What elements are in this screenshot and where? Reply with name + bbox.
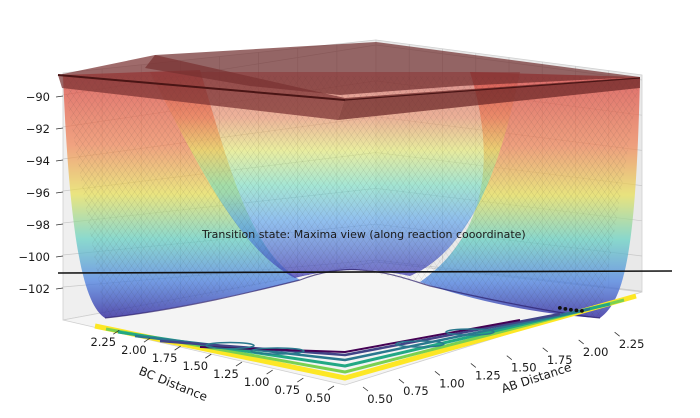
- ts-plane-face-right: [338, 77, 640, 120]
- ab-tick-label: 1.00: [439, 376, 465, 390]
- ab-tick-label: 1.50: [511, 361, 537, 375]
- ab-tick-mark: [398, 378, 405, 384]
- mep-point: [574, 308, 579, 313]
- bc-tick-label: 1.00: [244, 375, 270, 389]
- bc-tick-mark: [235, 361, 243, 367]
- ab-tick-mark: [362, 386, 369, 392]
- z-tick-mark: [55, 287, 64, 290]
- bc-tick-mark: [266, 369, 273, 375]
- mep-point: [557, 305, 562, 310]
- ab-tick-mark: [578, 339, 584, 345]
- ab-tick-label: 0.50: [367, 392, 393, 406]
- surface-mesh-b: [63, 75, 640, 318]
- ts-plane-edge-right: [344, 77, 641, 101]
- ts-plane-edge: [57, 74, 346, 101]
- annotation-text: Transition state: Maxima view (along rea…: [201, 228, 526, 241]
- z-tick-mark: [55, 255, 64, 258]
- contour-loop: [445, 328, 495, 336]
- mep-points: [557, 305, 584, 313]
- floor-contours: [94, 293, 637, 381]
- bc-tick-label: 1.50: [182, 359, 208, 373]
- z-tick-label: −98: [26, 218, 50, 232]
- bc-tick-label: 2.25: [90, 335, 116, 349]
- bc-tick-mark: [113, 329, 120, 335]
- bc-tick-mark: [143, 337, 151, 343]
- bc-tick-label: 1.25: [213, 367, 239, 381]
- ab-axis: 0.50 0.75 1.00 1.25 1.50 1.75 2.00 2.25: [362, 331, 645, 406]
- z-tick-label: −100: [18, 250, 50, 264]
- contour-loop: [250, 347, 305, 355]
- z-tick-mark: [55, 223, 64, 226]
- valley-front-ridge: [104, 268, 601, 319]
- contour-loop: [395, 340, 445, 348]
- bc-axis: 0.50 0.75 1.00 1.25 1.50 1.75 2.00 2.25: [90, 329, 335, 405]
- bc-tick-label: 2.00: [121, 343, 147, 357]
- contour-band: [159, 312, 561, 357]
- z-tick-label: −102: [18, 282, 50, 296]
- transition-state-line: [57, 270, 673, 274]
- ab-tick-label: 0.75: [403, 384, 429, 398]
- bc-tick-label: 1.75: [152, 351, 178, 365]
- mep-point: [580, 308, 584, 313]
- mep-point: [568, 307, 573, 312]
- ab-tick-label: 1.25: [475, 368, 501, 382]
- bc-tick-mark: [327, 385, 335, 391]
- contour-loop: [205, 341, 255, 350]
- ab-tick-mark: [434, 371, 441, 376]
- z-tick-mark: [55, 159, 64, 162]
- z-tick-mark: [55, 95, 64, 98]
- bc-tick-label: 0.75: [275, 383, 301, 397]
- z-tick-label: −94: [26, 154, 50, 168]
- ab-tick-mark: [506, 355, 513, 360]
- z-tick-mark: [55, 191, 64, 194]
- z-tick-label: −92: [26, 122, 50, 136]
- bc-tick-mark: [174, 345, 181, 351]
- bc-tick-mark: [297, 377, 304, 383]
- potential-energy-surface: [63, 70, 640, 319]
- mep-point: [563, 306, 568, 311]
- ab-tick-mark: [614, 331, 620, 337]
- z-tick-label: −90: [26, 90, 50, 104]
- bc-tick-label: 0.50: [305, 391, 331, 405]
- ab-tick-mark: [542, 347, 548, 353]
- z-tick-label: −96: [26, 186, 50, 200]
- transition-state-plane: [57, 42, 641, 120]
- ab-tick-label: 2.00: [583, 345, 609, 359]
- contour-band: [199, 319, 521, 353]
- ab-tick-label: 2.25: [619, 337, 645, 351]
- ab-tick-mark: [470, 363, 477, 368]
- z-axis: −90 −92 −94 −96 −98 −100 −102: [18, 90, 64, 296]
- bc-tick-mark: [205, 353, 212, 359]
- ab-tick-label: 1.75: [547, 353, 573, 367]
- z-tick-mark: [55, 127, 64, 130]
